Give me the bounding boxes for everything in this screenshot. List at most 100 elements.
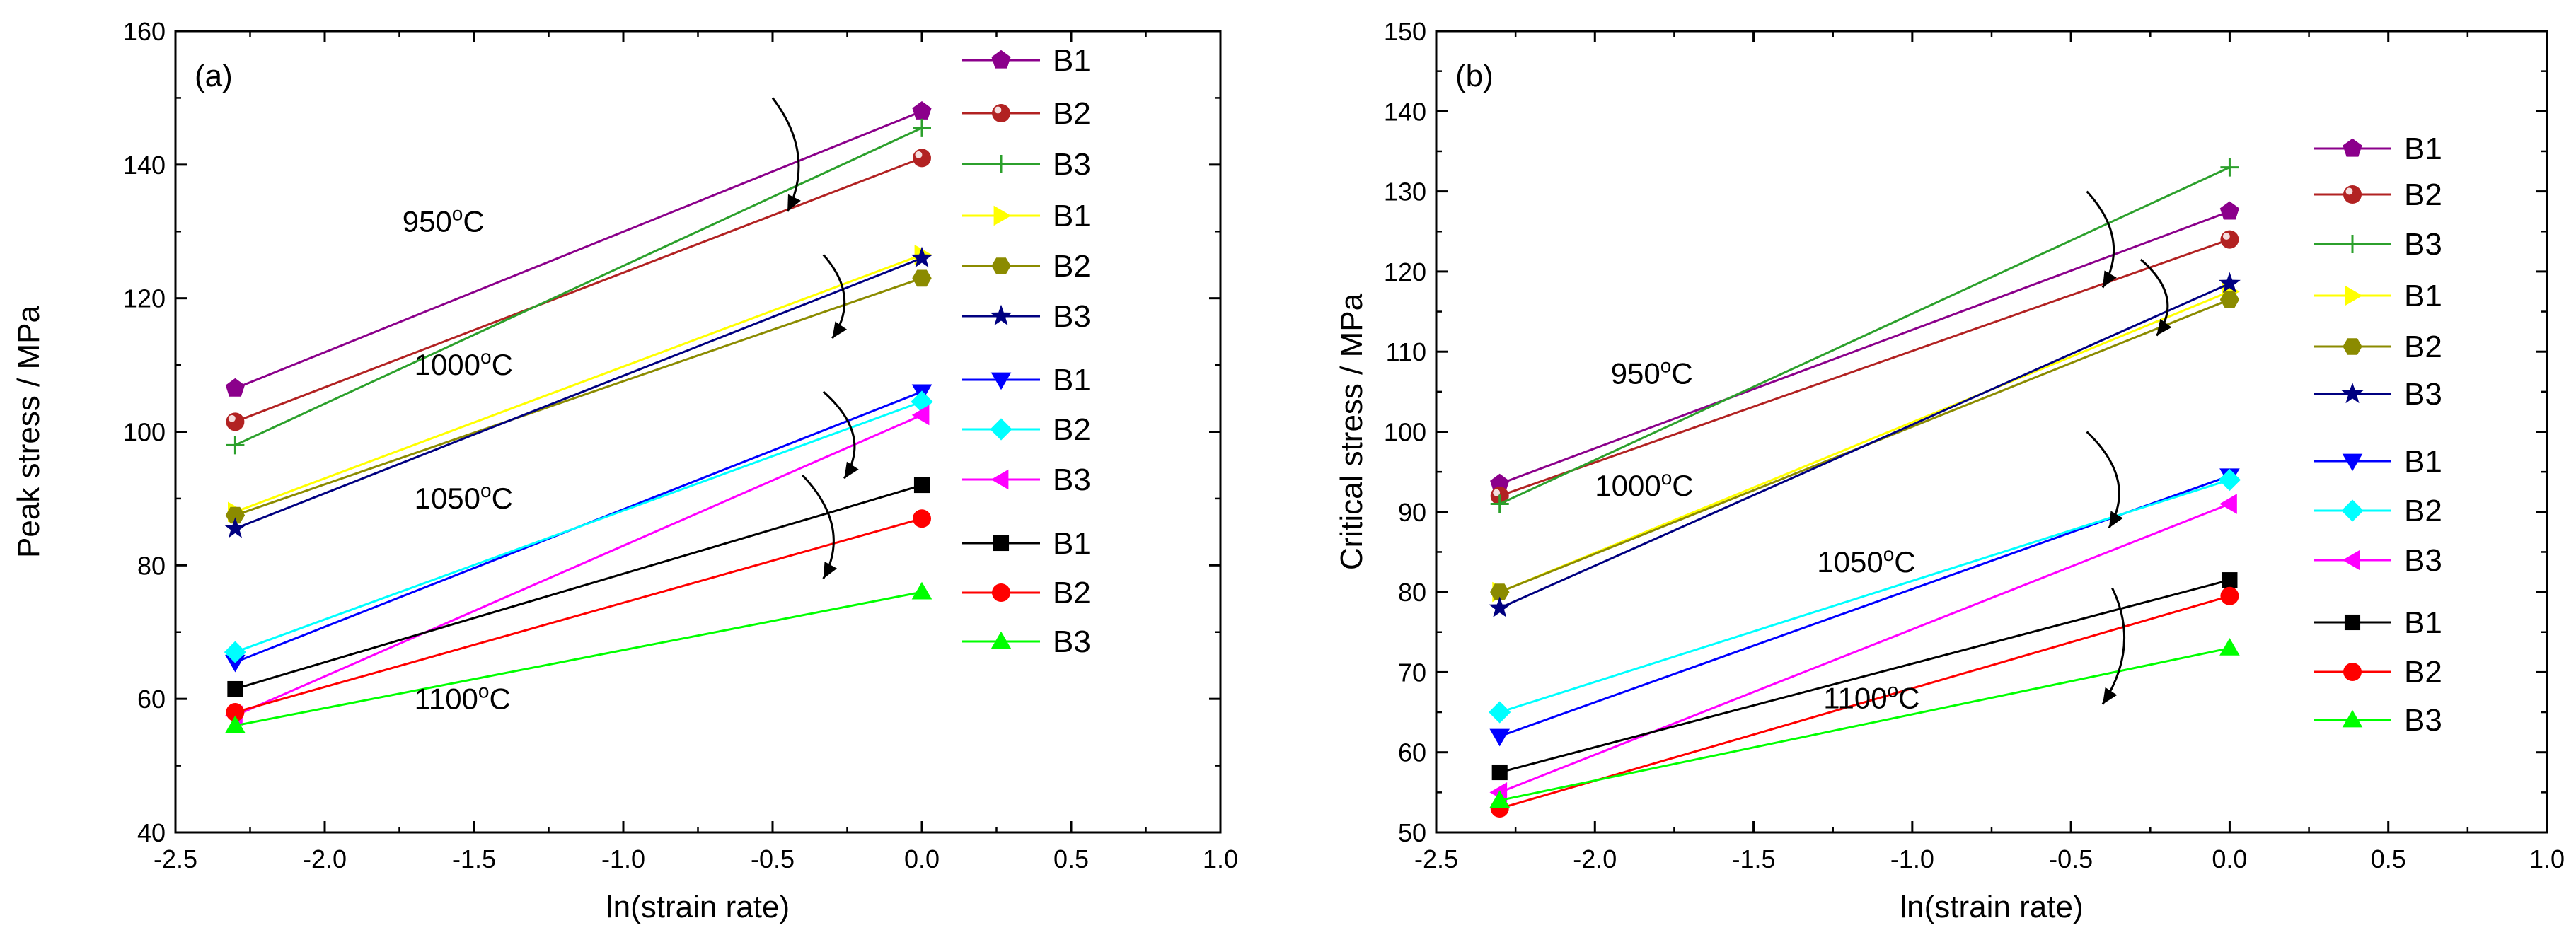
degree-sup: o <box>1660 355 1672 377</box>
temperature-label: 1100oC <box>415 680 511 715</box>
y-tick-label: 150 <box>1384 17 1426 46</box>
temperature-label: 950oC <box>1611 355 1693 390</box>
temperature-label: 1050oC <box>1817 543 1915 579</box>
legend-marker <box>2341 382 2364 404</box>
temperature-value: 950 <box>1611 357 1660 390</box>
legend-marker <box>992 104 1010 122</box>
series-1100_B3 <box>1489 638 2240 808</box>
legend-label: B1 <box>1053 363 1091 397</box>
temperature-unit: C <box>1671 357 1692 390</box>
data-point <box>911 390 933 413</box>
data-point <box>2218 468 2241 492</box>
arrow-curve <box>2101 587 2126 705</box>
data-point <box>1490 494 1509 513</box>
series-line <box>235 591 923 727</box>
data-point <box>225 378 245 397</box>
x-tick-label: -2.5 <box>154 844 197 873</box>
legend-item-1050_B1: B1 <box>2314 444 2442 479</box>
y-axis-label: Critical stress / MPa <box>1334 293 1369 570</box>
data-point <box>1490 583 1510 600</box>
legend-marker <box>990 631 1012 649</box>
degree-sup: o <box>452 202 463 224</box>
y-tick-label: 60 <box>137 685 166 714</box>
x-tick-label: -2.0 <box>1573 844 1617 873</box>
temperature-label: 950oC <box>403 202 485 238</box>
degree-sup: o <box>1883 543 1895 565</box>
legend-label: B2 <box>2404 655 2442 690</box>
temperature-label: 1000oC <box>415 346 513 381</box>
legend-marker <box>993 535 1010 552</box>
legend-item-1000_B2: B2 <box>962 249 1091 284</box>
temperature-value: 950 <box>403 204 452 238</box>
x-tick-label: -1.5 <box>1732 844 1776 873</box>
marker-highlight <box>1493 489 1501 496</box>
degree-sup: o <box>478 680 490 702</box>
series-950_B2 <box>1490 230 2239 506</box>
series-1050_B1 <box>225 384 932 673</box>
legend-marker <box>990 418 1012 441</box>
y-tick-label: 70 <box>1398 658 1426 687</box>
data-point <box>911 581 932 600</box>
legend-label: B1 <box>2404 605 2442 640</box>
legend-marker <box>2341 499 2364 522</box>
degree-sup: o <box>1888 679 1899 701</box>
data-point <box>2220 586 2239 605</box>
data-point <box>2220 158 2239 177</box>
panel-a: -2.5 -2.0 -1.5 -1.0 -0.5 0.0 0.5 1.0 40 60 80 100 12… <box>11 17 1238 924</box>
y-tick-label: 40 <box>137 818 166 847</box>
legend-item-950_B2: B2 <box>2314 178 2442 212</box>
trend-arrow <box>2139 258 2172 337</box>
x-tick-label: 1.0 <box>2529 844 2565 873</box>
legend-label: B2 <box>2404 330 2442 364</box>
legend-item-1100_B2: B2 <box>2314 655 2442 690</box>
legend-item-950_B3: B3 <box>962 147 1091 182</box>
legend-item-1100_B1: B1 <box>2314 605 2442 640</box>
data-point <box>2219 201 2239 220</box>
legend-label: B1 <box>2404 279 2442 313</box>
temperature-value: 1100 <box>415 682 478 715</box>
legend-item-1050_B3: B3 <box>2314 543 2442 578</box>
x-tick-label: -0.5 <box>751 844 795 873</box>
legend-label: B2 <box>2404 178 2442 212</box>
y-tick-label: 110 <box>1386 337 1426 366</box>
y-tick-label: 80 <box>1398 578 1426 607</box>
legend-label: B3 <box>2404 377 2442 412</box>
temperature-value: 1000 <box>415 348 480 381</box>
legend-marker <box>992 583 1010 602</box>
x-axis-label: ln(strain rate) <box>1900 890 2083 924</box>
arrow-head <box>787 194 801 211</box>
legend-label: B1 <box>1053 526 1091 561</box>
arrow-curve <box>802 474 835 579</box>
data-point <box>1490 473 1510 492</box>
legend-marker <box>990 469 1009 490</box>
plot-frame <box>1435 30 2548 834</box>
legend: B1 B2 B3 B1 B2 B3 B1 B2 B3 B1 B2 B3 <box>962 43 1091 659</box>
y-tick-label: 50 <box>1398 818 1426 847</box>
data-point <box>225 715 246 733</box>
legend-marker <box>2342 453 2363 472</box>
panel-label: (b) <box>1455 59 1494 93</box>
legend-marker <box>2343 185 2362 204</box>
legend-marker <box>991 50 1011 69</box>
legend-label: B2 <box>1053 96 1091 131</box>
legend-item-1000_B1: B1 <box>962 199 1091 233</box>
x-tick-label: 0.0 <box>2212 844 2247 873</box>
data-point <box>225 654 246 673</box>
temperature-unit: C <box>492 482 513 515</box>
legend-item-1000_B3: B3 <box>962 299 1091 334</box>
trend-arrow <box>2086 190 2117 289</box>
series-1000_B3 <box>224 246 933 538</box>
arrow-curve <box>2086 190 2115 289</box>
series-line <box>234 517 923 714</box>
legend-item-950_B1: B1 <box>2314 132 2442 166</box>
data-point <box>224 641 246 663</box>
marker-highlight <box>228 414 236 422</box>
series-line <box>234 400 923 653</box>
legend-marker <box>2343 235 2362 253</box>
legend-marker <box>2343 138 2362 157</box>
series-1050_B3 <box>1489 494 2237 803</box>
legend-item-1100_B3: B3 <box>962 624 1091 659</box>
data-point <box>1489 596 1511 617</box>
y-tick-label: 140 <box>123 151 166 180</box>
